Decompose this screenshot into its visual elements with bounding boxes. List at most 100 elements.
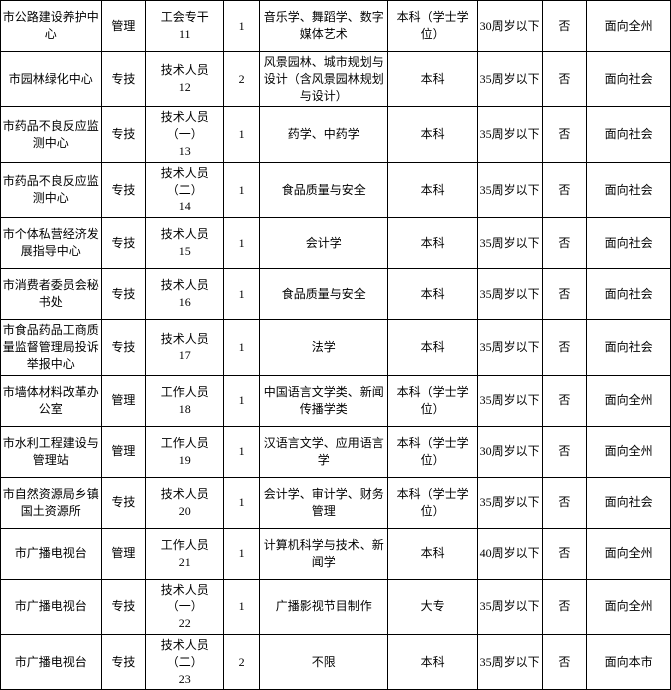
scope-cell: 面向全州	[587, 579, 671, 634]
count-cell: 1	[224, 579, 260, 634]
major-cell: 计算机科学与技术、新闻学	[260, 528, 388, 579]
type-cell: 管理	[101, 426, 146, 477]
position-cell: 工作人员19	[146, 426, 224, 477]
age-cell: 35周岁以下	[477, 52, 542, 107]
table-row: 市药品不良反应监测中心专技技术人员（二）141食品质量与安全本科35周岁以下否面…	[1, 162, 671, 217]
table-row: 市消费者委员会秘书处专技技术人员161食品质量与安全本科35周岁以下否面向社会	[1, 269, 671, 320]
org-cell: 市广播电视台	[1, 579, 102, 634]
major-cell: 音乐学、舞蹈学、数字媒体艺术	[260, 1, 388, 52]
age-cell: 30周岁以下	[477, 1, 542, 52]
org-cell: 市自然资源局乡镇国土资源所	[1, 477, 102, 528]
position-cell: 技术人员12	[146, 52, 224, 107]
org-cell: 市公路建设养护中心	[1, 1, 102, 52]
count-cell: 1	[224, 375, 260, 426]
age-cell: 35周岁以下	[477, 579, 542, 634]
count-cell: 1	[224, 107, 260, 162]
position-cell: 技术人员（一）13	[146, 107, 224, 162]
count-cell: 1	[224, 528, 260, 579]
major-cell: 会计学、审计学、财务管理	[260, 477, 388, 528]
type-cell: 专技	[101, 634, 146, 689]
flag-cell: 否	[542, 218, 587, 269]
org-cell: 市广播电视台	[1, 634, 102, 689]
flag-cell: 否	[542, 320, 587, 375]
position-cell: 技术人员16	[146, 269, 224, 320]
flag-cell: 否	[542, 634, 587, 689]
edu-cell: 本科（学士学位）	[388, 1, 477, 52]
scope-cell: 面向全州	[587, 528, 671, 579]
edu-cell: 本科	[388, 107, 477, 162]
type-cell: 管理	[101, 1, 146, 52]
org-cell: 市药品不良反应监测中心	[1, 162, 102, 217]
position-cell: 工作人员18	[146, 375, 224, 426]
position-cell: 技术人员（二）23	[146, 634, 224, 689]
age-cell: 35周岁以下	[477, 320, 542, 375]
age-cell: 35周岁以下	[477, 375, 542, 426]
type-cell: 专技	[101, 218, 146, 269]
edu-cell: 本科	[388, 269, 477, 320]
edu-cell: 本科	[388, 52, 477, 107]
scope-cell: 面向本市	[587, 634, 671, 689]
scope-cell: 面向社会	[587, 162, 671, 217]
edu-cell: 本科（学士学位）	[388, 477, 477, 528]
count-cell: 1	[224, 218, 260, 269]
age-cell: 35周岁以下	[477, 477, 542, 528]
major-cell: 会计学	[260, 218, 388, 269]
table-row: 市园林绿化中心专技技术人员122风景园林、城市规划与设计（含风景园林规划与设计）…	[1, 52, 671, 107]
org-cell: 市食品药品工商质量监督管理局投诉举报中心	[1, 320, 102, 375]
major-cell: 中国语言文学类、新闻传播学类	[260, 375, 388, 426]
count-cell: 1	[224, 1, 260, 52]
position-cell: 技术人员15	[146, 218, 224, 269]
table-row: 市广播电视台专技技术人员（二）232不限本科35周岁以下否面向本市	[1, 634, 671, 689]
table-row: 市个体私营经济发展指导中心专技技术人员151会计学本科35周岁以下否面向社会	[1, 218, 671, 269]
table-body: 市公路建设养护中心管理工会专干111音乐学、舞蹈学、数字媒体艺术本科（学士学位）…	[1, 1, 671, 690]
edu-cell: 本科	[388, 320, 477, 375]
scope-cell: 面向社会	[587, 320, 671, 375]
major-cell: 汉语言文学、应用语言学	[260, 426, 388, 477]
edu-cell: 本科	[388, 634, 477, 689]
org-cell: 市药品不良反应监测中心	[1, 107, 102, 162]
scope-cell: 面向社会	[587, 477, 671, 528]
scope-cell: 面向社会	[587, 52, 671, 107]
count-cell: 1	[224, 320, 260, 375]
count-cell: 2	[224, 634, 260, 689]
major-cell: 食品质量与安全	[260, 162, 388, 217]
major-cell: 广播影视节目制作	[260, 579, 388, 634]
major-cell: 食品质量与安全	[260, 269, 388, 320]
age-cell: 35周岁以下	[477, 107, 542, 162]
scope-cell: 面向社会	[587, 107, 671, 162]
flag-cell: 否	[542, 375, 587, 426]
edu-cell: 大专	[388, 579, 477, 634]
edu-cell: 本科	[388, 218, 477, 269]
type-cell: 专技	[101, 162, 146, 217]
flag-cell: 否	[542, 528, 587, 579]
flag-cell: 否	[542, 1, 587, 52]
position-cell: 技术人员（二）14	[146, 162, 224, 217]
type-cell: 专技	[101, 107, 146, 162]
flag-cell: 否	[542, 579, 587, 634]
org-cell: 市广播电视台	[1, 528, 102, 579]
scope-cell: 面向社会	[587, 218, 671, 269]
org-cell: 市消费者委员会秘书处	[1, 269, 102, 320]
flag-cell: 否	[542, 269, 587, 320]
age-cell: 40周岁以下	[477, 528, 542, 579]
count-cell: 1	[224, 162, 260, 217]
position-cell: 技术人员20	[146, 477, 224, 528]
age-cell: 35周岁以下	[477, 634, 542, 689]
table-row: 市水利工程建设与管理站管理工作人员191汉语言文学、应用语言学本科（学士学位）3…	[1, 426, 671, 477]
major-cell: 风景园林、城市规划与设计（含风景园林规划与设计）	[260, 52, 388, 107]
age-cell: 35周岁以下	[477, 269, 542, 320]
table-row: 市自然资源局乡镇国土资源所专技技术人员201会计学、审计学、财务管理本科（学士学…	[1, 477, 671, 528]
type-cell: 管理	[101, 528, 146, 579]
edu-cell: 本科（学士学位）	[388, 426, 477, 477]
age-cell: 30周岁以下	[477, 426, 542, 477]
scope-cell: 面向全州	[587, 426, 671, 477]
org-cell: 市水利工程建设与管理站	[1, 426, 102, 477]
type-cell: 专技	[101, 52, 146, 107]
table-row: 市食品药品工商质量监督管理局投诉举报中心专技技术人员171法学本科35周岁以下否…	[1, 320, 671, 375]
org-cell: 市墙体材料改革办公室	[1, 375, 102, 426]
table-row: 市广播电视台管理工作人员211计算机科学与技术、新闻学本科40周岁以下否面向全州	[1, 528, 671, 579]
major-cell: 不限	[260, 634, 388, 689]
type-cell: 专技	[101, 269, 146, 320]
scope-cell: 面向全州	[587, 375, 671, 426]
table-row: 市墙体材料改革办公室管理工作人员181中国语言文学类、新闻传播学类本科（学士学位…	[1, 375, 671, 426]
